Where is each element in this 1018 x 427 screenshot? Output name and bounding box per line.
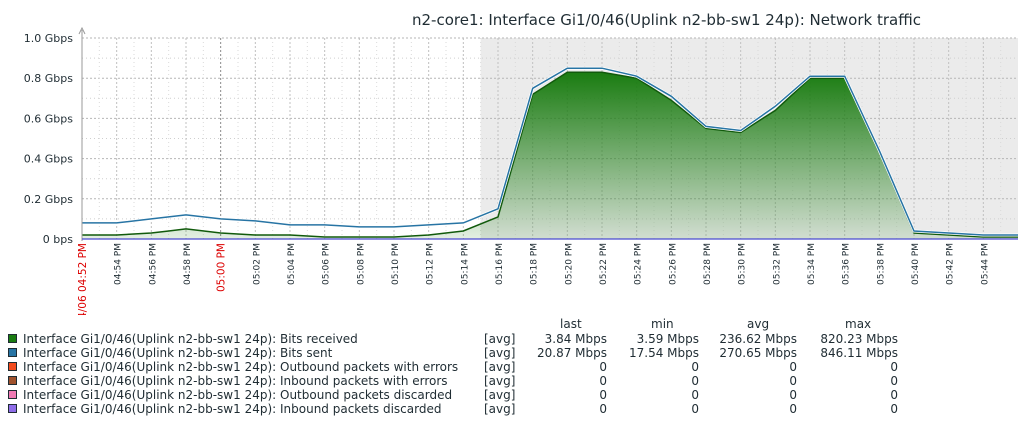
legend-value-last: 3.84 Mbps	[544, 332, 607, 346]
y-tick-label: 0.8 Gbps	[24, 72, 73, 85]
y-tick-label: 0 bps	[43, 233, 73, 246]
legend-value-last: 0	[599, 360, 607, 374]
legend-series-name: Interface Gi1/0/46(Uplink n2-bb-sw1 24p)…	[23, 360, 459, 374]
legend-value-max: 0	[890, 402, 898, 416]
x-tick-label: 05:38 PM	[876, 243, 886, 285]
legend-value-avg: 0	[789, 374, 797, 388]
legend-value-min: 3.59 Mbps	[636, 332, 699, 346]
x-tick-label: 05:08 PM	[356, 243, 366, 285]
legend-function: [avg]	[484, 360, 516, 374]
x-tick-label: 04:58 PM	[183, 243, 193, 285]
legend-function: [avg]	[484, 332, 516, 346]
legend-value-max: 0	[890, 360, 898, 374]
y-tick-label: 0.6 Gbps	[24, 112, 73, 125]
legend-value-last: 20.87 Mbps	[536, 346, 607, 360]
legend-value-min: 0	[691, 402, 699, 416]
x-tick-label: 05:14 PM	[460, 243, 470, 285]
x-tick-label: 05:26 PM	[668, 243, 678, 285]
legend-header-avg: avg	[747, 317, 770, 331]
x-tick-label: 05:16 PM	[495, 243, 505, 285]
legend-value-max: 846.11 Mbps	[820, 346, 898, 360]
y-tick-label: 1.0 Gbps	[24, 32, 73, 45]
y-axis-arrow	[78, 26, 86, 35]
legend-value-avg: 0	[789, 388, 797, 402]
legend-function: [avg]	[484, 388, 516, 402]
legend-value-min: 0	[691, 360, 699, 374]
legend-series-name: Interface Gi1/0/46(Uplink n2-bb-sw1 24p)…	[23, 388, 453, 402]
x-tick-label: 05:12 PM	[426, 243, 436, 285]
x-tick-label: 04:54 PM	[114, 243, 124, 285]
series-area-bits-received	[82, 72, 1018, 239]
chart-title: n2-core1: Interface Gi1/0/46(Uplink n2-b…	[412, 11, 921, 29]
legend-series-name: Interface Gi1/0/46(Uplink n2-bb-sw1 24p)…	[23, 374, 448, 388]
x-tick-label: 05:18 PM	[530, 243, 540, 285]
legend-function: [avg]	[484, 374, 516, 388]
y-tick-label: 0.2 Gbps	[24, 193, 73, 206]
legend-value-max: 820.23 Mbps	[820, 332, 898, 346]
legend-swatch	[8, 348, 17, 357]
x-tick-label: 04/06 04:52 PM	[77, 243, 89, 315]
legend-row: Interface Gi1/0/46(Uplink n2-bb-sw1 24p)…	[0, 332, 1018, 346]
x-tick-label: 05:30 PM	[738, 243, 748, 285]
y-tick-label: 0.4 Gbps	[24, 153, 73, 166]
legend-header-max: max	[845, 317, 872, 331]
legend-row: Interface Gi1/0/46(Uplink n2-bb-sw1 24p)…	[0, 388, 1018, 402]
x-tick-label: 05:22 PM	[599, 243, 609, 285]
legend-value-min: 0	[691, 388, 699, 402]
legend-value-avg: 0	[789, 402, 797, 416]
legend-series-name: Interface Gi1/0/46(Uplink n2-bb-sw1 24p)…	[23, 332, 358, 346]
x-tick-label: 05:20 PM	[564, 243, 574, 285]
legend-value-avg: 236.62 Mbps	[719, 332, 797, 346]
legend-series-name: Interface Gi1/0/46(Uplink n2-bb-sw1 24p)…	[23, 346, 333, 360]
legend-function: [avg]	[484, 346, 516, 360]
legend-swatch	[8, 376, 17, 385]
legend-value-avg: 270.65 Mbps	[719, 346, 797, 360]
legend-value-last: 0	[599, 374, 607, 388]
x-tick-label: 05:10 PM	[391, 243, 401, 285]
legend-header-min: min	[651, 317, 674, 331]
x-tick-label: 04:56 PM	[148, 243, 158, 285]
legend-value-max: 0	[890, 374, 898, 388]
x-tick-label: 05:42 PM	[946, 243, 956, 285]
legend-swatch	[8, 362, 17, 371]
x-tick-label: 05:28 PM	[703, 243, 713, 285]
legend-header-last: last	[560, 317, 582, 331]
legend-row: Interface Gi1/0/46(Uplink n2-bb-sw1 24p)…	[0, 402, 1018, 416]
x-tick-label: 05:44 PM	[980, 243, 990, 285]
x-tick-label: 05:06 PM	[322, 243, 332, 285]
legend-row: Interface Gi1/0/46(Uplink n2-bb-sw1 24p)…	[0, 374, 1018, 388]
x-tick-label: 05:02 PM	[252, 243, 262, 285]
series-line-bits-sent	[82, 67, 1018, 236]
x-tick-label: 05:24 PM	[634, 243, 644, 285]
x-tick-label: 05:00 PM	[216, 243, 228, 292]
legend-row: Interface Gi1/0/46(Uplink n2-bb-sw1 24p)…	[0, 346, 1018, 360]
legend-function: [avg]	[484, 402, 516, 416]
x-tick-label: 05:36 PM	[842, 243, 852, 285]
legend-value-last: 0	[599, 388, 607, 402]
legend-value-avg: 0	[789, 360, 797, 374]
legend-swatch	[8, 390, 17, 399]
x-tick-label: 05:32 PM	[772, 243, 782, 285]
legend-value-max: 0	[890, 388, 898, 402]
legend-series-name: Interface Gi1/0/46(Uplink n2-bb-sw1 24p)…	[23, 402, 442, 416]
legend-value-min: 17.54 Mbps	[628, 346, 699, 360]
x-tick-label: 05:34 PM	[807, 243, 817, 285]
legend-value-last: 0	[599, 402, 607, 416]
legend-swatch	[8, 404, 17, 413]
chart-plot: 1.0 Gbps 0.8 Gbps 0.6 Gbps 0.4 Gbps 0.2 Gbps…	[24, 26, 1018, 315]
legend-swatch	[8, 334, 17, 343]
x-tick-label: 05:04 PM	[287, 243, 297, 285]
x-tick-label: 05:40 PM	[911, 243, 921, 285]
legend-row: Interface Gi1/0/46(Uplink n2-bb-sw1 24p)…	[0, 360, 1018, 374]
legend-value-min: 0	[691, 374, 699, 388]
